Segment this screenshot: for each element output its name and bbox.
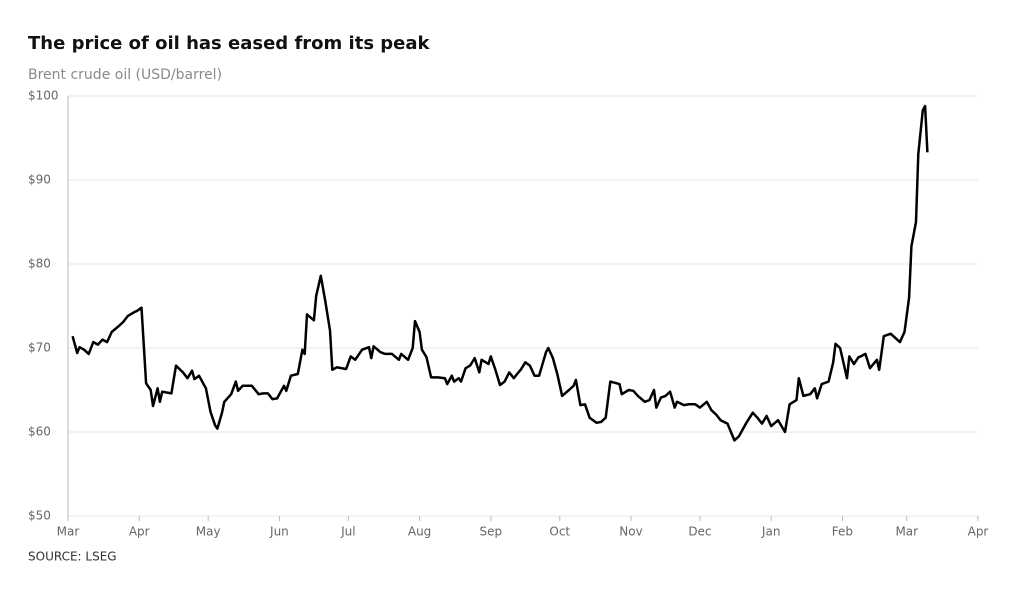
y-tick-label: $50 — [28, 509, 51, 523]
x-tick-label: Jul — [340, 525, 355, 539]
x-tick-label: Dec — [688, 525, 711, 539]
x-tick-label: Apr — [968, 525, 989, 539]
y-tick-label: $90 — [28, 173, 51, 187]
x-tick-label: Feb — [832, 525, 853, 539]
y-tick-label: $60 — [28, 425, 51, 439]
x-tick-label: Apr — [129, 525, 150, 539]
x-tick-label: Jun — [269, 525, 289, 539]
y-tick-label: $70 — [28, 341, 51, 355]
chart-title: The price of oil has eased from its peak — [28, 33, 431, 54]
y-tick-label: $80 — [28, 257, 51, 271]
x-tick-label: Sep — [480, 525, 503, 539]
price-line — [71, 104, 929, 442]
source: SOURCE: LSEG — [28, 550, 117, 564]
x-tick-label: Jan — [761, 525, 781, 539]
x-tick-label: Nov — [619, 525, 642, 539]
x-tick-label: May — [196, 525, 221, 539]
x-tick-label: Mar — [57, 525, 80, 539]
x-tick-label: Oct — [549, 525, 570, 539]
x-tick-label: Mar — [895, 525, 918, 539]
chart-subtitle: Brent crude oil (USD/barrel) — [28, 67, 222, 83]
y-tick-label: $100 — [28, 89, 59, 103]
x-tick-label: Aug — [408, 525, 431, 539]
